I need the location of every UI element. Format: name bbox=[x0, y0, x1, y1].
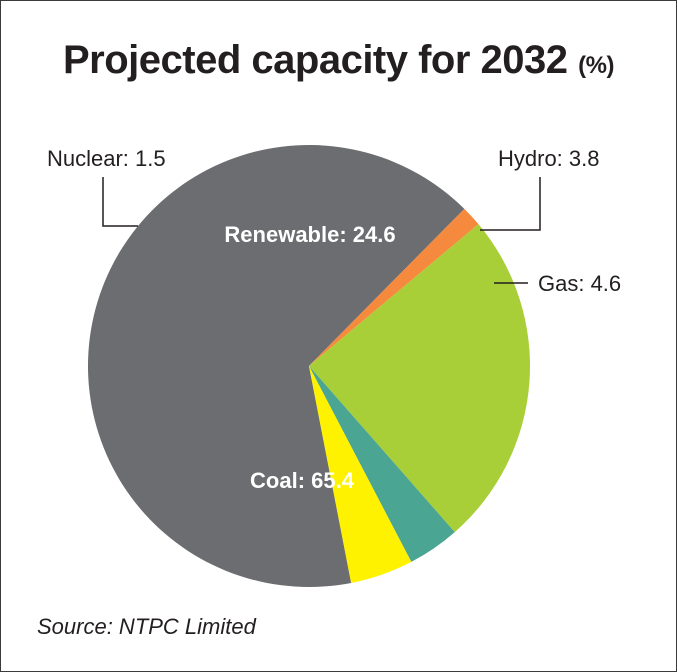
source-note: Source: NTPC Limited bbox=[37, 614, 256, 639]
hydro-label: Hydro: 3.8 bbox=[498, 146, 600, 171]
chart-title-text: Projected capacity for 2032 bbox=[63, 38, 568, 82]
pie-slice-coal bbox=[87, 145, 465, 588]
hydro-leader-line bbox=[480, 177, 541, 231]
nuclear-label: Nuclear: 1.5 bbox=[47, 146, 166, 171]
gas-label: Gas: 4.6 bbox=[538, 271, 621, 296]
nuclear-leader-line bbox=[102, 177, 138, 227]
renewable-label: Renewable: 24.6 bbox=[224, 222, 395, 247]
coal-label: Coal: 65.4 bbox=[250, 468, 355, 493]
pie-slice-gas bbox=[309, 366, 412, 583]
pie-slice-renewable bbox=[309, 224, 531, 533]
pie-slice-hydro bbox=[309, 366, 455, 562]
pie-slices bbox=[87, 145, 531, 588]
pie-slice-nuclear bbox=[309, 208, 479, 366]
leader-lines bbox=[102, 177, 541, 284]
chart-title: Projected capacity for 2032 (%) bbox=[0, 38, 677, 83]
chart-title-unit: (%) bbox=[578, 52, 614, 79]
